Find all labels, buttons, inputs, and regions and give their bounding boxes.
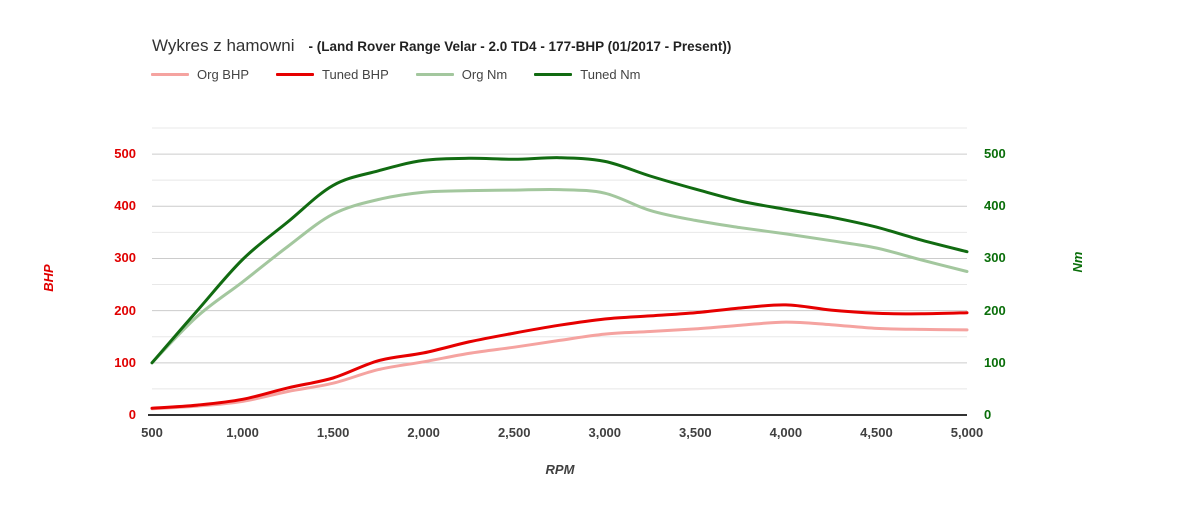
- legend-item-tuned-nm: Tuned Nm: [534, 67, 640, 82]
- legend-swatch-icon: [276, 73, 315, 76]
- series-line-tuned-bhp: [150, 303, 969, 410]
- y-tick-right: 200: [984, 302, 1006, 318]
- y-tick-left: 200: [114, 302, 136, 318]
- chart-title: Wykres z hamowni: [152, 36, 295, 55]
- x-tick: 500: [141, 425, 163, 440]
- legend-item-tuned-bhp: Tuned BHP: [276, 67, 389, 82]
- y-tick-right: 100: [984, 354, 1006, 370]
- y-tick-right: 500: [984, 146, 1006, 162]
- legend-label: Org Nm: [461, 67, 508, 82]
- legend-label: Tuned BHP: [322, 67, 389, 82]
- x-tick: 1,000: [226, 425, 259, 440]
- x-tick: 1,500: [316, 425, 350, 440]
- left-axis-title-bhp: BHP: [41, 264, 56, 292]
- y-tick-right: 400: [984, 198, 1006, 214]
- legend-swatch-icon: [151, 73, 189, 76]
- x-tick: 3,500: [679, 425, 712, 440]
- legend-item-org-bhp: Org BHP: [151, 67, 249, 82]
- legend: Org BHP Tuned BHP Org Nm Tuned Nm: [151, 67, 640, 82]
- right-axis-title-nm: Nm: [1070, 251, 1085, 273]
- x-axis-title-rpm: RPM: [545, 462, 575, 477]
- series-line-org-nm: [150, 187, 969, 365]
- y-tick-right: 300: [984, 250, 1006, 266]
- x-tick: 2,000: [407, 425, 440, 440]
- legend-swatch-icon: [534, 73, 573, 76]
- y-tick-left: 500: [114, 146, 136, 162]
- x-tick: 3,000: [588, 425, 622, 440]
- y-tick-right: 0: [984, 407, 992, 422]
- x-tick: 5,000: [950, 425, 984, 440]
- x-tick: 2,500: [497, 425, 531, 440]
- plot-area: [148, 127, 969, 416]
- series-line-tuned-nm: [150, 156, 969, 365]
- legend-swatch-icon: [415, 73, 454, 76]
- legend-item-org-nm: Org Nm: [415, 67, 508, 82]
- legend-label: Org BHP: [197, 67, 250, 82]
- chart-subtitle: - (Land Rover Range Velar - 2.0 TD4 - 17…: [308, 39, 732, 54]
- series-line-org-bhp: [150, 320, 969, 411]
- y-tick-left: 400: [114, 198, 136, 214]
- x-tick: 4,500: [860, 425, 893, 440]
- x-tick: 4,000: [769, 425, 803, 440]
- y-tick-left: 300: [114, 250, 136, 266]
- y-tick-left: 0: [128, 407, 136, 422]
- y-tick-left: 100: [114, 354, 136, 370]
- legend-label: Tuned Nm: [580, 67, 641, 82]
- chart-header: Wykres z hamowni - (Land Rover Range Vel…: [152, 36, 731, 56]
